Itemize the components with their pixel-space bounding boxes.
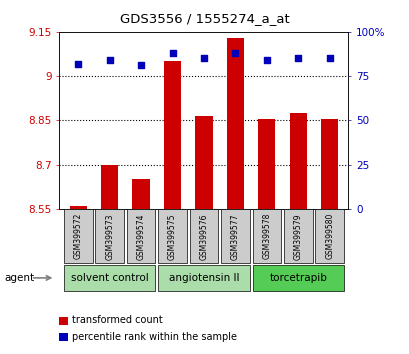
Text: GSM399577: GSM399577: [230, 213, 239, 259]
Bar: [289, 113, 306, 209]
Bar: [164, 61, 181, 209]
Bar: [132, 179, 149, 209]
FancyBboxPatch shape: [95, 210, 124, 263]
Bar: [59, 333, 68, 341]
FancyBboxPatch shape: [189, 210, 218, 263]
Point: [137, 63, 144, 68]
Text: GSM399578: GSM399578: [262, 213, 271, 259]
Text: percentile rank within the sample: percentile rank within the sample: [72, 332, 236, 342]
FancyBboxPatch shape: [64, 265, 155, 291]
Text: GSM399572: GSM399572: [74, 213, 83, 259]
Bar: [258, 119, 275, 209]
Point: [169, 50, 175, 56]
Bar: [59, 317, 68, 325]
Text: GDS3556 / 1555274_a_at: GDS3556 / 1555274_a_at: [120, 12, 289, 25]
Text: transformed count: transformed count: [72, 315, 162, 325]
FancyBboxPatch shape: [158, 265, 249, 291]
Text: torcetrapib: torcetrapib: [269, 273, 326, 283]
Point: [231, 50, 238, 56]
Text: solvent control: solvent control: [71, 273, 148, 283]
Point: [263, 57, 270, 63]
Bar: [226, 38, 243, 209]
FancyBboxPatch shape: [315, 210, 343, 263]
FancyBboxPatch shape: [220, 210, 249, 263]
Point: [200, 56, 207, 61]
FancyBboxPatch shape: [252, 265, 343, 291]
FancyBboxPatch shape: [283, 210, 312, 263]
FancyBboxPatch shape: [252, 210, 281, 263]
Text: GSM399575: GSM399575: [168, 213, 177, 259]
Bar: [320, 119, 337, 209]
Text: GSM399574: GSM399574: [136, 213, 145, 259]
Point: [294, 56, 301, 61]
FancyBboxPatch shape: [126, 210, 155, 263]
Text: GSM399576: GSM399576: [199, 213, 208, 259]
Bar: [70, 206, 87, 209]
Text: GSM399579: GSM399579: [293, 213, 302, 259]
Bar: [195, 116, 212, 209]
Point: [326, 56, 332, 61]
Text: agent: agent: [4, 273, 34, 283]
Point: [106, 57, 113, 63]
FancyBboxPatch shape: [64, 210, 92, 263]
Text: GSM399580: GSM399580: [324, 213, 333, 259]
FancyBboxPatch shape: [158, 210, 187, 263]
Point: [75, 61, 81, 67]
Text: GSM399573: GSM399573: [105, 213, 114, 259]
Bar: [101, 165, 118, 209]
Text: angiotensin II: angiotensin II: [169, 273, 238, 283]
